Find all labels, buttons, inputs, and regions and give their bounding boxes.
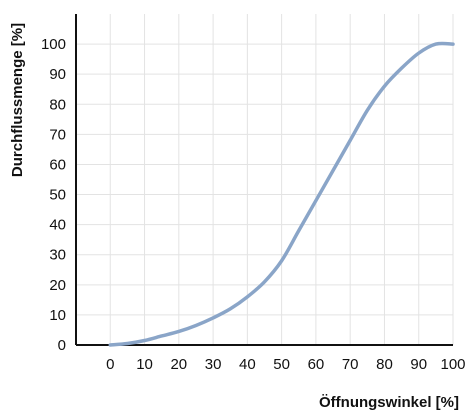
x-tick-label: 20 (170, 356, 187, 373)
y-tick-label: 70 (49, 126, 66, 143)
x-tick-label: 50 (273, 356, 290, 373)
y-tick-label: 20 (49, 277, 66, 294)
y-tick-label: 0 (58, 337, 66, 354)
axes (75, 14, 453, 346)
y-tick-labels: 0 10 20 30 40 50 60 70 80 90 100 (41, 36, 66, 354)
grid-lines (76, 14, 454, 345)
y-tick-label: 80 (49, 96, 66, 113)
y-tick-label: 90 (49, 66, 66, 83)
x-tick-labels: 0 10 20 30 40 50 60 70 80 90 100 (106, 356, 465, 373)
x-tick-label: 100 (440, 356, 465, 373)
y-tick-label: 100 (41, 36, 66, 53)
y-tick-label: 10 (49, 307, 66, 324)
y-axis-label: Durchflussmenge [%] (9, 23, 26, 177)
x-tick-label: 80 (376, 356, 393, 373)
x-tick-label: 70 (342, 356, 359, 373)
series-line-flow-curve (108, 41, 455, 347)
x-axis-label: Öffnungswinkel [%] (319, 394, 459, 411)
x-tick-label: 30 (205, 356, 222, 373)
y-tick-label: 30 (49, 247, 66, 264)
x-tick-label: 90 (410, 356, 427, 373)
y-tick-label: 50 (49, 187, 66, 204)
x-tick-label: 40 (239, 356, 256, 373)
y-tick-label: 40 (49, 217, 66, 234)
x-tick-label: 0 (106, 356, 114, 373)
y-tick-label: 60 (49, 156, 66, 173)
x-tick-label: 10 (136, 356, 153, 373)
x-tick-label: 60 (308, 356, 325, 373)
